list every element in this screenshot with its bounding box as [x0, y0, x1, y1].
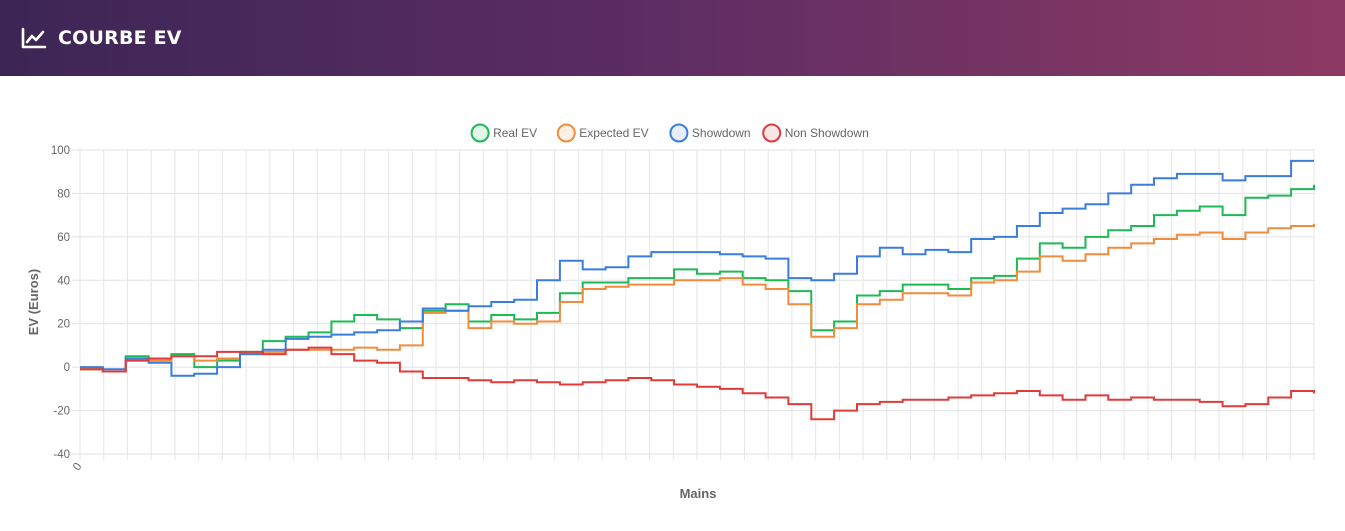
x-axis-ticks: 0 [71, 461, 85, 473]
series-layer [80, 159, 1315, 421]
legend-item-expected-ev[interactable]: Expected EV [556, 123, 649, 143]
x-tick-label: 0 [71, 461, 85, 473]
y-axis-title: EV (Euros) [26, 269, 41, 335]
y-axis-ticks: 100 80 60 40 20 0 -20 -40 [51, 145, 70, 461]
y-tick-label: -40 [53, 449, 70, 461]
legend-label: Non Showdown [785, 126, 869, 140]
series-line-showdown[interactable] [80, 159, 1314, 377]
line-chart-icon [21, 27, 47, 49]
y-tick-label: 0 [64, 362, 70, 374]
page-title: COURBE EV [58, 27, 182, 49]
y-tick-label: 100 [51, 145, 70, 157]
legend-item-showdown[interactable]: Showdown [669, 123, 751, 143]
legend-item-non-showdown[interactable]: Non Showdown [762, 123, 869, 143]
legend-swatch-icon [556, 123, 576, 143]
ev-line-chart: 100 80 60 40 20 0 -20 -40 0 Real EV Expected EV S… [26, 123, 1315, 501]
legend-item-real-ev[interactable]: Real EV [470, 123, 538, 143]
grid-layer [72, 149, 1315, 460]
y-tick-label: 20 [57, 319, 70, 331]
legend-swatch-icon [470, 123, 490, 143]
legend-swatch-icon [762, 123, 782, 143]
legend-label: Showdown [692, 126, 751, 140]
series-line-non-showdown[interactable] [80, 346, 1315, 421]
x-axis-title: Mains [680, 486, 717, 501]
legend-label: Expected EV [579, 126, 648, 140]
y-tick-label: 60 [57, 232, 70, 244]
page-header: COURBE EV [0, 0, 1345, 76]
legend-swatch-icon [669, 123, 689, 143]
header-title-group: COURBE EV [21, 27, 182, 49]
ev-chart-container: 100 80 60 40 20 0 -20 -40 0 Real EV Expected EV S… [0, 76, 1345, 531]
chart-legend[interactable]: Real EV Expected EV Showdown Non Showdown [470, 123, 869, 143]
y-tick-label: 80 [57, 188, 70, 200]
legend-label: Real EV [493, 126, 537, 140]
y-tick-label: 40 [57, 275, 70, 287]
y-tick-label: -20 [53, 406, 70, 418]
